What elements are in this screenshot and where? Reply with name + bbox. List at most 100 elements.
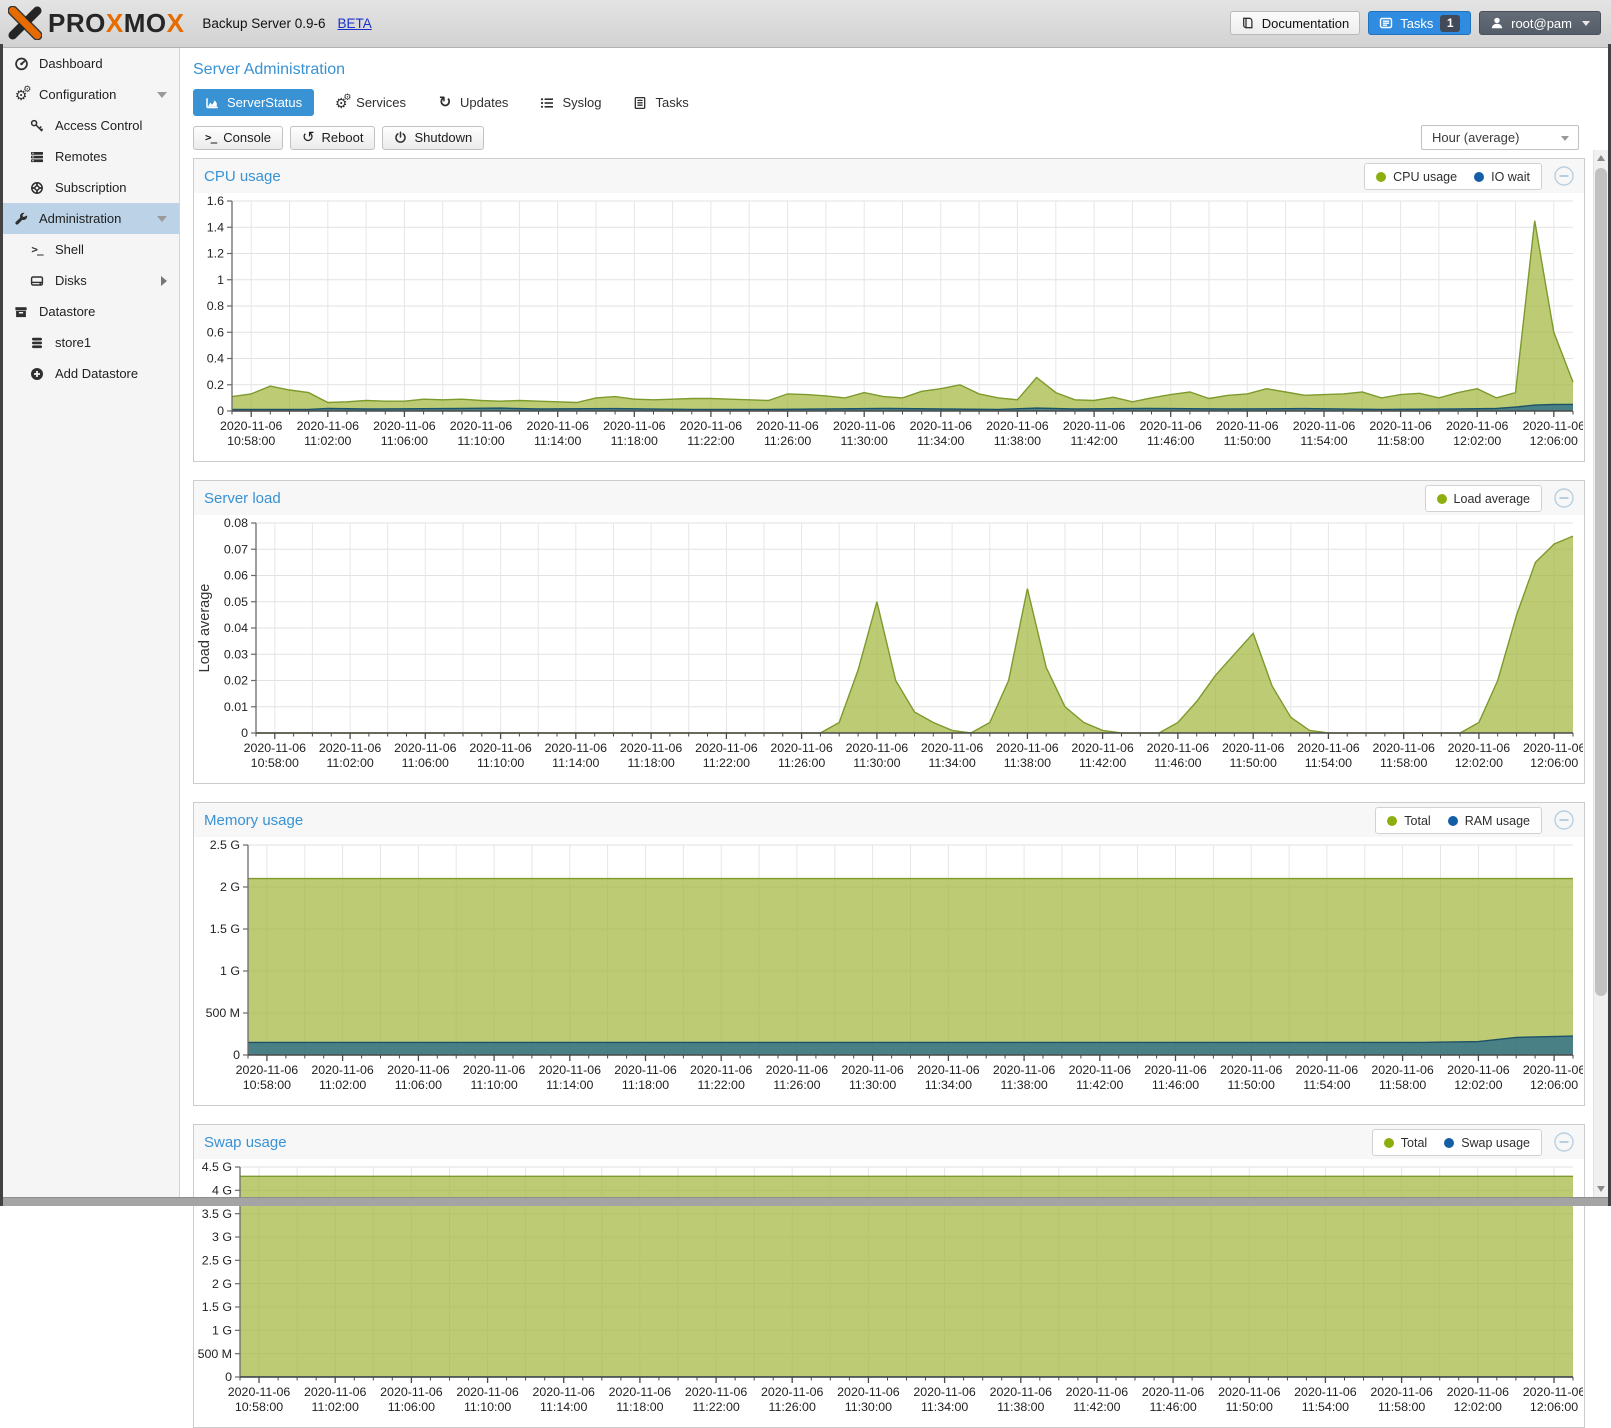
svg-text:11:22:00: 11:22:00 [687,434,734,448]
svg-text:11:10:00: 11:10:00 [470,1078,517,1092]
svg-text:2020-11-06: 2020-11-06 [220,419,283,433]
vertical-scrollbar[interactable] [1593,150,1608,1197]
sidebar-item-shell[interactable]: >_Shell [0,234,179,265]
user-menu-button[interactable]: root@pam [1479,11,1601,35]
scrollbar-up-button[interactable] [1594,150,1608,166]
sidebar-item-dashboard[interactable]: Dashboard [0,48,179,79]
legend-item[interactable]: RAM usage [1448,814,1530,828]
user-icon [1490,16,1504,30]
legend-item[interactable]: Total [1387,814,1430,828]
svg-text:0.4: 0.4 [207,352,224,366]
svg-text:11:46:00: 11:46:00 [1152,1078,1199,1092]
svg-text:0.05: 0.05 [224,595,248,609]
svg-text:2020-11-06: 2020-11-06 [1222,741,1285,755]
svg-text:12:06:00: 12:06:00 [1530,434,1578,448]
tab-services[interactable]: ⚙⚙Services [322,89,418,116]
svg-text:2020-11-06: 2020-11-06 [539,1063,602,1077]
collapse-panel-button[interactable] [1554,488,1574,508]
beta-link[interactable]: BETA [337,16,371,31]
proxmox-x-mark-icon [8,6,42,40]
sidebar-item-disks[interactable]: Disks [0,265,179,296]
console-button[interactable]: >_ Console [193,126,283,150]
svg-text:12:06:00: 12:06:00 [1530,1078,1578,1092]
svg-text:2020-11-06: 2020-11-06 [304,1385,367,1399]
svg-text:11:06:00: 11:06:00 [402,756,449,770]
collapse-panel-button[interactable] [1554,1132,1574,1152]
collapse-caret-icon[interactable] [157,92,167,98]
chevron-down-icon [1582,21,1590,26]
scrollbar-thumb[interactable] [1595,168,1607,996]
svg-text:11:42:00: 11:42:00 [1079,756,1126,770]
svg-text:2020-11-06: 2020-11-06 [236,1063,299,1077]
legend-item[interactable]: CPU usage [1376,170,1457,184]
svg-text:12:06:00: 12:06:00 [1530,756,1578,770]
svg-text:0: 0 [225,1370,232,1384]
svg-text:11:34:00: 11:34:00 [917,434,964,448]
svg-text:2020-11-06: 2020-11-06 [1372,741,1435,755]
legend-item[interactable]: IO wait [1474,170,1530,184]
svg-text:11:02:00: 11:02:00 [312,1400,359,1414]
sidebar-item-remotes[interactable]: Remotes [0,141,179,172]
svg-text:12:02:00: 12:02:00 [1455,756,1503,770]
svg-text:2020-11-06: 2020-11-06 [990,1385,1053,1399]
svg-text:2020-11-06: 2020-11-06 [394,741,457,755]
sidebar-item-administration[interactable]: Administration [0,203,179,234]
sidebar-item-store1[interactable]: store1 [0,327,179,358]
svg-text:1 G: 1 G [212,1324,232,1338]
svg-text:2020-11-06: 2020-11-06 [1220,1063,1283,1077]
svg-text:0.6: 0.6 [207,325,224,339]
panel-title: Memory usage [204,812,303,829]
svg-text:0: 0 [233,1048,240,1062]
svg-text:2020-11-06: 2020-11-06 [1446,419,1509,433]
svg-text:11:26:00: 11:26:00 [769,1400,816,1414]
svg-text:11:02:00: 11:02:00 [304,434,351,448]
sidebar-item-access-control[interactable]: Access Control [0,110,179,141]
shutdown-button[interactable]: Shutdown [382,126,484,150]
svg-text:2020-11-06: 2020-11-06 [1523,741,1583,755]
sidebar-item-subscription[interactable]: Subscription [0,172,179,203]
svg-text:11:02:00: 11:02:00 [326,756,373,770]
svg-text:2020-11-06: 2020-11-06 [1069,1063,1132,1077]
collapse-panel-button[interactable] [1554,166,1574,186]
tab-syslog[interactable]: Syslog [528,89,613,116]
svg-text:4 G: 4 G [212,1184,232,1198]
svg-text:2020-11-06: 2020-11-06 [311,1063,374,1077]
svg-text:0.2: 0.2 [207,378,224,392]
svg-text:2020-11-06: 2020-11-06 [1523,1385,1583,1399]
svg-text:11:02:00: 11:02:00 [319,1078,366,1092]
sidebar-item-add-datastore[interactable]: Add Datastore [0,358,179,389]
svg-text:2020-11-06: 2020-11-06 [228,1385,291,1399]
refresh-icon: ↻ [438,96,452,110]
tab-tasks[interactable]: Tasks [621,89,700,116]
svg-text:11:46:00: 11:46:00 [1147,434,1194,448]
legend-dot-icon [1448,816,1458,826]
svg-text:11:50:00: 11:50:00 [1224,434,1271,448]
collapse-panel-button[interactable] [1554,810,1574,830]
svg-text:11:26:00: 11:26:00 [778,756,825,770]
reboot-button[interactable]: ↺ Reboot [290,126,376,150]
collapse-caret-icon[interactable] [157,216,167,222]
tab-serverstatus[interactable]: ServerStatus [193,89,314,116]
svg-text:2020-11-06: 2020-11-06 [1296,1063,1359,1077]
svg-text:11:38:00: 11:38:00 [1004,756,1051,770]
svg-text:11:14:00: 11:14:00 [534,434,581,448]
tasks-button[interactable]: Tasks 1 [1368,11,1471,35]
legend-item[interactable]: Load average [1437,492,1530,506]
timeframe-select[interactable]: Hour (average) [1421,125,1579,150]
expand-caret-icon[interactable] [161,276,167,286]
sidebar-item-configuration[interactable]: ⚙⚙Configuration [0,79,179,110]
documentation-button[interactable]: Documentation [1230,11,1360,35]
legend-item[interactable]: Swap usage [1444,1136,1530,1150]
legend-item[interactable]: Total [1384,1136,1427,1150]
svg-text:4.5 G: 4.5 G [202,1160,232,1174]
tab-updates[interactable]: ↻Updates [426,89,520,116]
svg-text:11:46:00: 11:46:00 [1154,756,1201,770]
sidebar-item-datastore[interactable]: Datastore [0,296,179,327]
gears-icon: ⚙⚙ [13,87,29,103]
svg-text:2020-11-06: 2020-11-06 [387,1063,450,1077]
key-icon [29,118,45,134]
svg-text:11:46:00: 11:46:00 [1149,1400,1196,1414]
scrollbar-down-button[interactable] [1594,1181,1608,1197]
